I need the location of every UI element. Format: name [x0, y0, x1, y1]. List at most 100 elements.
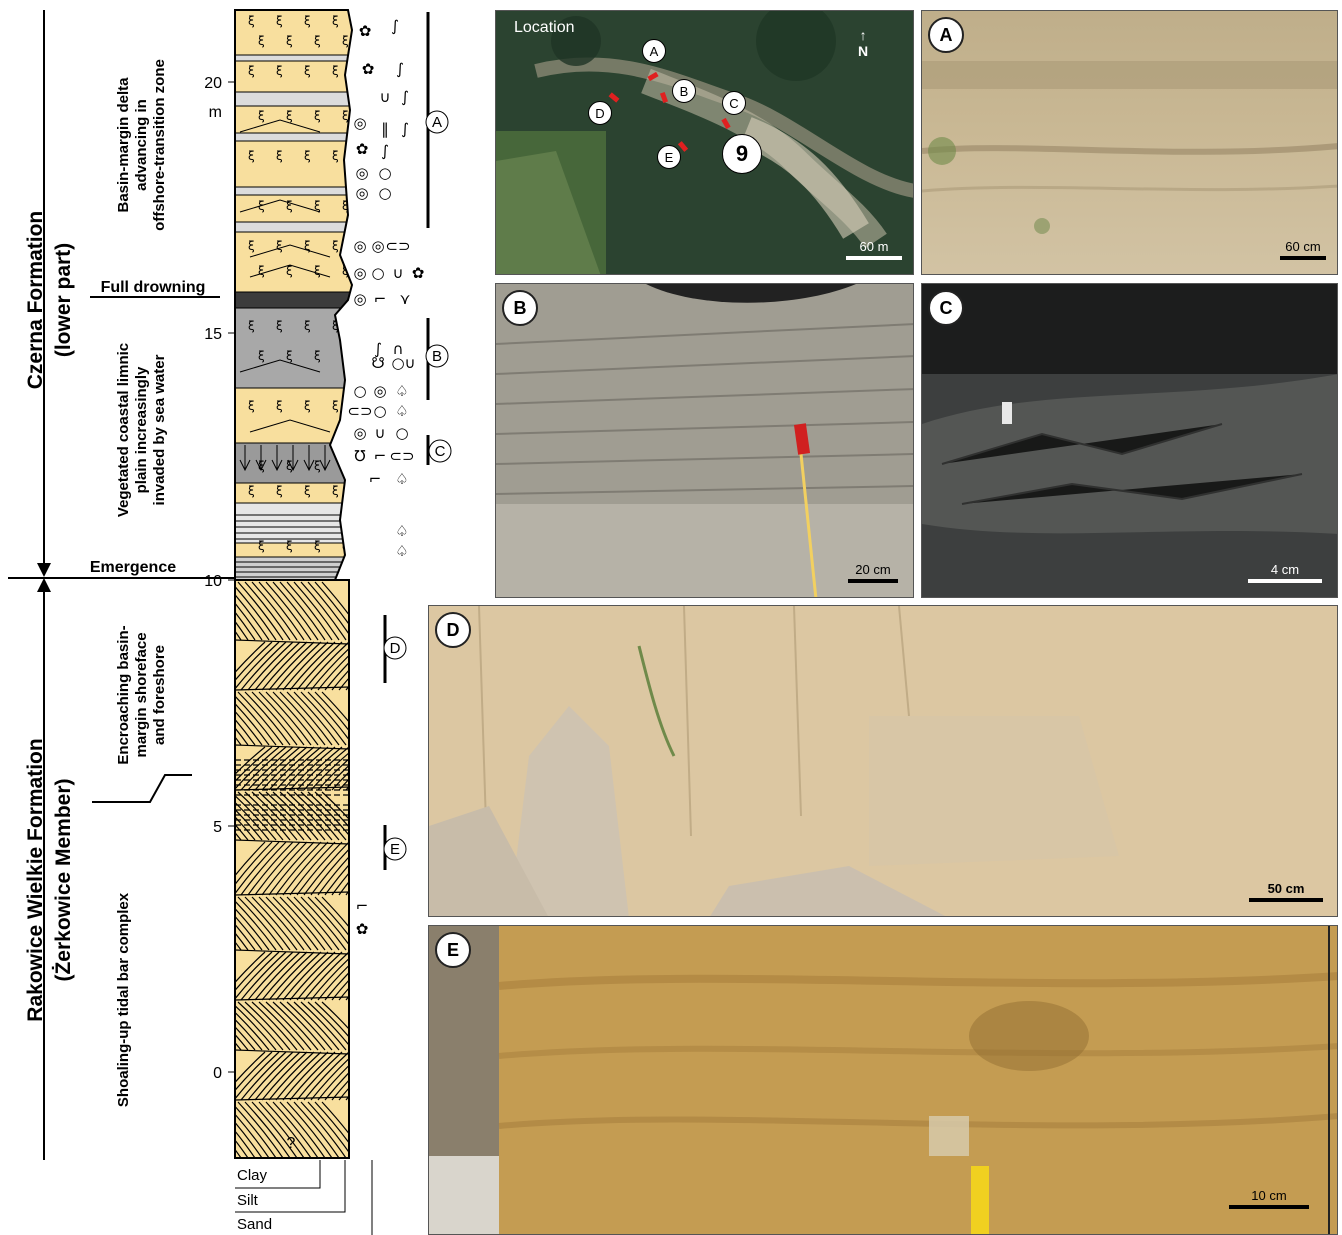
czerna-formation-sublabel: (lower part): [52, 243, 75, 357]
stratigraphic-log: Czerna Formation (lower part) Rakowice W…: [8, 9, 452, 1235]
fossil-symbol-icon: ∫: [391, 17, 399, 35]
fossil-symbol-icon: ◎: [355, 184, 368, 202]
svg-text:ξ: ξ: [276, 14, 283, 28]
fossil-symbol-icon: ○: [391, 354, 404, 372]
grain-size-sand: Sand: [237, 1216, 272, 1233]
svg-text:ξ: ξ: [304, 149, 311, 163]
svg-text:ξ: ξ: [314, 264, 321, 278]
fossil-symbol-icon: ∪: [380, 88, 391, 106]
svg-text:ξ: ξ: [286, 199, 293, 213]
fossil-symbol-icon: ○: [371, 264, 384, 282]
photo-marker-E: E: [390, 841, 400, 858]
fossil-symbol-icon: ✿: [359, 22, 372, 40]
svg-text:ξ: ξ: [248, 484, 255, 498]
outcrop-photo-D: D 50 cm: [428, 605, 1338, 917]
unknown-base-mark: ?: [287, 1135, 296, 1152]
czerna-formation-label: Czerna Formation: [24, 211, 47, 390]
scale-tick-15: 15: [204, 326, 222, 343]
photo-label-D: D: [435, 612, 471, 648]
svg-text:ξ: ξ: [248, 14, 255, 28]
photo-label-B: B: [502, 290, 538, 326]
scale-tick-10: 10: [204, 573, 222, 590]
fossil-symbol-icon: ℧: [354, 447, 365, 465]
photo-C-scale-bar: 4 cm: [1248, 562, 1322, 583]
location-title: Location: [514, 19, 575, 36]
fossil-symbol-icon: ∩: [393, 340, 404, 358]
svg-text:ξ: ξ: [314, 539, 321, 553]
svg-text:ξ: ξ: [276, 319, 283, 333]
photo-A-scale-bar: 60 cm: [1280, 239, 1326, 260]
facies-shoreface-line1: Encroaching basin-: [115, 625, 132, 764]
fossil-symbol-icon: ∫: [401, 120, 409, 138]
svg-text:ξ: ξ: [258, 264, 265, 278]
facies-shoreface-line3: and foreshore: [151, 645, 168, 745]
svg-text:ξ: ξ: [258, 199, 265, 213]
fossil-symbol-icon: ⌐: [369, 470, 382, 488]
svg-text:ξ: ξ: [248, 239, 255, 253]
location-point-D: D: [588, 101, 612, 125]
fossil-symbol-icon: ⊂⊃: [347, 402, 372, 420]
fossil-symbol-icon: ○: [378, 164, 391, 182]
fossil-symbol-icon: ✿: [356, 140, 369, 158]
upper-clay-interval: [235, 308, 352, 388]
laminated-silt-bed: [235, 503, 352, 543]
svg-text:ξ: ξ: [276, 239, 283, 253]
photo-marker-B: B: [432, 348, 442, 365]
svg-text:ξ: ξ: [342, 459, 349, 473]
svg-text:ξ: ξ: [258, 109, 265, 123]
grain-size-clay: Clay: [237, 1167, 268, 1184]
svg-text:ξ: ξ: [314, 109, 321, 123]
svg-text:ξ: ξ: [342, 34, 349, 48]
location-point-B: B: [672, 79, 696, 103]
svg-text:ξ: ξ: [332, 319, 339, 333]
location-aerial-photo: Location ↑ N A B C D E 9 60 m: [495, 10, 914, 275]
svg-text:ξ: ξ: [276, 399, 283, 413]
svg-text:ξ: ξ: [332, 239, 339, 253]
rakowice-formation-sublabel: (Żerkowice Member): [52, 778, 75, 981]
svg-text:ξ: ξ: [342, 109, 349, 123]
facies-limnic-line3: invaded by sea water: [151, 354, 168, 505]
fossil-symbol-icon: ∫: [396, 60, 404, 78]
svg-text:ξ: ξ: [248, 149, 255, 163]
svg-text:ξ: ξ: [276, 64, 283, 78]
fossil-symbol-icon: ◎: [353, 424, 366, 442]
fossil-symbol-icon: ◎: [355, 164, 368, 182]
svg-text:ξ: ξ: [286, 459, 293, 473]
fossil-symbol-icon: ♤: [395, 470, 408, 488]
photo-E-scale-bar: 10 cm: [1229, 1188, 1309, 1209]
location-scale-bar: 60 m: [846, 239, 902, 260]
scale-tick-0: 0: [213, 1065, 222, 1082]
fossil-symbol-icon: ○: [373, 402, 386, 420]
svg-text:ξ: ξ: [314, 349, 321, 363]
outcrop-photo-B: B 20 cm: [495, 283, 914, 598]
fossil-symbol-icon: ⋎: [400, 290, 411, 308]
svg-text:ξ: ξ: [304, 319, 311, 333]
rakowice-range-arrow: [37, 578, 51, 592]
outcrop-photo-C: C 4 cm: [921, 283, 1338, 598]
svg-text:ξ: ξ: [304, 484, 311, 498]
grain-size-silt: Silt: [237, 1192, 259, 1209]
svg-text:ξ: ξ: [248, 64, 255, 78]
svg-text:ξ: ξ: [248, 319, 255, 333]
photo-label-E: E: [435, 932, 471, 968]
svg-text:ξ: ξ: [304, 14, 311, 28]
fossil-symbol-icon: ◎: [353, 114, 366, 132]
svg-text:ξ: ξ: [258, 349, 265, 363]
svg-text:ξ: ξ: [286, 539, 293, 553]
fossil-symbol-icon: ⊂⊃: [389, 447, 414, 465]
fossil-symbol-icon: ✿: [356, 920, 369, 938]
facies-tidal-label: Shoaling-up tidal bar complex: [115, 892, 132, 1107]
fossil-symbol-icon: ♤: [395, 382, 408, 400]
facies-limnic-line1: Vegetated coastal limnic: [115, 343, 132, 517]
fossil-symbol-icon: ○: [395, 424, 408, 442]
fossil-symbol-icon: ◎: [353, 290, 366, 308]
fossil-symbol-icon: ♤: [395, 402, 408, 420]
fossil-symbol-icon: ⌐: [356, 897, 369, 915]
fossil-symbol-icon: ✿: [412, 264, 425, 282]
fossil-symbol-icon: ○: [378, 184, 391, 202]
czerna-range-arrow: [37, 563, 51, 577]
fossil-symbol-icon: ☋: [371, 354, 384, 372]
facies-shoreface-line2: margin shoreface: [133, 632, 150, 757]
scale-unit: m: [209, 104, 222, 121]
svg-text:ξ: ξ: [332, 64, 339, 78]
